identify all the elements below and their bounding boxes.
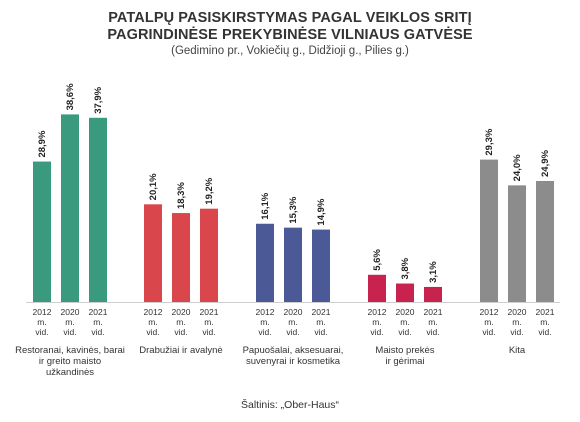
year-label-g2-0: m. <box>260 317 269 327</box>
year-label-g0-2: vid. <box>91 327 104 337</box>
bar-g4-0 <box>480 159 498 302</box>
value-label-g4-2: 24,9% <box>540 149 551 176</box>
value-label-g0-0: 28,9% <box>37 130 48 157</box>
category-label-g2: Papuošalai, aksesuarai, <box>243 345 344 356</box>
category-label-g3: Maisto prekės <box>375 345 434 356</box>
value-label-g2-1: 15,3% <box>288 196 299 223</box>
year-label-g0-2: 2021 <box>89 307 108 317</box>
year-label-g4-1: m. <box>512 317 521 327</box>
value-label-g0-1: 38,6% <box>65 83 76 110</box>
year-label-g2-2: m. <box>316 317 325 327</box>
bar-g1-1 <box>172 213 190 302</box>
year-label-g1-2: m. <box>204 317 213 327</box>
bar-g1-2 <box>200 208 218 302</box>
year-label-g1-2: 2021 <box>200 307 219 317</box>
year-label-g1-0: m. <box>148 317 157 327</box>
value-label-g2-0: 16,1% <box>260 192 271 219</box>
value-label-g1-2: 19,2% <box>204 177 215 204</box>
year-label-g0-1: vid. <box>63 327 76 337</box>
bar-g3-0 <box>368 274 386 302</box>
year-label-g3-1: 2020 <box>396 307 415 317</box>
bar-g0-1 <box>61 114 79 303</box>
category-label-g0: ir greito maisto <box>39 356 101 367</box>
category-label-g3: ir gėrimai <box>385 356 424 367</box>
year-label-g2-2: vid. <box>314 327 327 337</box>
year-label-g4-1: 2020 <box>508 307 527 317</box>
bar-g2-2 <box>312 229 330 302</box>
year-label-g2-0: vid. <box>258 327 271 337</box>
year-label-g2-1: m. <box>288 317 297 327</box>
year-label-g1-0: vid. <box>146 327 159 337</box>
year-label-g4-0: vid. <box>482 327 495 337</box>
bar-g1-0 <box>144 204 162 302</box>
year-label-g1-1: vid. <box>174 327 187 337</box>
year-label-g3-2: vid. <box>426 327 439 337</box>
year-label-g0-1: 2020 <box>61 307 80 317</box>
value-label-g0-2: 37,9% <box>93 86 104 113</box>
value-label-g2-2: 14,9% <box>316 198 327 225</box>
source-note: Šaltinis: „Ober-Haus“ <box>240 399 340 411</box>
year-label-g2-0: 2012 <box>256 307 275 317</box>
year-label-g2-1: vid. <box>286 327 299 337</box>
bar-g0-2 <box>89 117 107 302</box>
value-label-g4-0: 29,3% <box>484 128 495 155</box>
year-label-g1-2: vid. <box>202 327 215 337</box>
value-label-g4-1: 24,0% <box>512 154 523 181</box>
bar-g3-2 <box>424 286 442 302</box>
year-label-g3-1: m. <box>400 317 409 327</box>
category-label-g0: užkandinės <box>46 367 94 378</box>
value-label-g1-0: 20,1% <box>148 173 159 200</box>
value-label-g3-2: 3,1% <box>428 261 439 283</box>
year-label-g3-0: 2012 <box>368 307 387 317</box>
year-label-g4-2: m. <box>540 317 549 327</box>
value-label-g3-1: 3,8% <box>400 257 411 279</box>
year-label-g0-0: 2012 <box>33 307 52 317</box>
chart-title-line-2: PAGRINDINĖSE PREKYBINĖSE VILNIAUS GATVĖS… <box>107 27 473 43</box>
bar-g3-1 <box>396 283 414 302</box>
bar-g2-0 <box>256 223 274 302</box>
bar-g4-1 <box>508 185 526 302</box>
year-label-g1-1: m. <box>176 317 185 327</box>
category-label-g0: Restoranai, kavinės, barai <box>15 345 125 356</box>
year-label-g1-1: 2020 <box>172 307 191 317</box>
chart-title-line-1: PATALPŲ PASISKIRSTYMAS PAGAL VEIKLOS SRI… <box>108 10 472 26</box>
chart-subtitle: (Gedimino pr., Vokiečių g., Didžioji g.,… <box>171 45 409 57</box>
year-label-g4-0: 2012 <box>480 307 499 317</box>
year-label-g3-0: vid. <box>370 327 383 337</box>
year-label-g4-2: vid. <box>538 327 551 337</box>
category-label-g2: suvenyrai ir kosmetika <box>246 356 341 367</box>
year-label-g1-0: 2012 <box>144 307 163 317</box>
year-label-g4-2: 2021 <box>536 307 555 317</box>
bar-g0-0 <box>33 161 51 302</box>
year-label-g4-1: vid. <box>510 327 523 337</box>
bar-g4-2 <box>536 180 554 302</box>
year-label-g0-0: vid. <box>35 327 48 337</box>
year-label-g0-1: m. <box>65 317 74 327</box>
year-label-g4-0: m. <box>484 317 493 327</box>
year-label-g2-1: 2020 <box>284 307 303 317</box>
year-label-g0-0: m. <box>37 317 46 327</box>
value-label-g3-0: 5,6% <box>372 249 383 271</box>
year-label-g3-1: vid. <box>398 327 411 337</box>
year-label-g0-2: m. <box>93 317 102 327</box>
year-label-g3-0: m. <box>372 317 381 327</box>
category-label-g4: Kita <box>509 345 526 356</box>
year-label-g3-2: 2021 <box>424 307 443 317</box>
value-label-g1-1: 18,3% <box>176 182 187 209</box>
category-label-g1: Drabužiai ir avalynė <box>139 345 222 356</box>
bar-g2-1 <box>284 227 302 302</box>
year-label-g3-2: m. <box>428 317 437 327</box>
year-label-g2-2: 2021 <box>312 307 331 317</box>
